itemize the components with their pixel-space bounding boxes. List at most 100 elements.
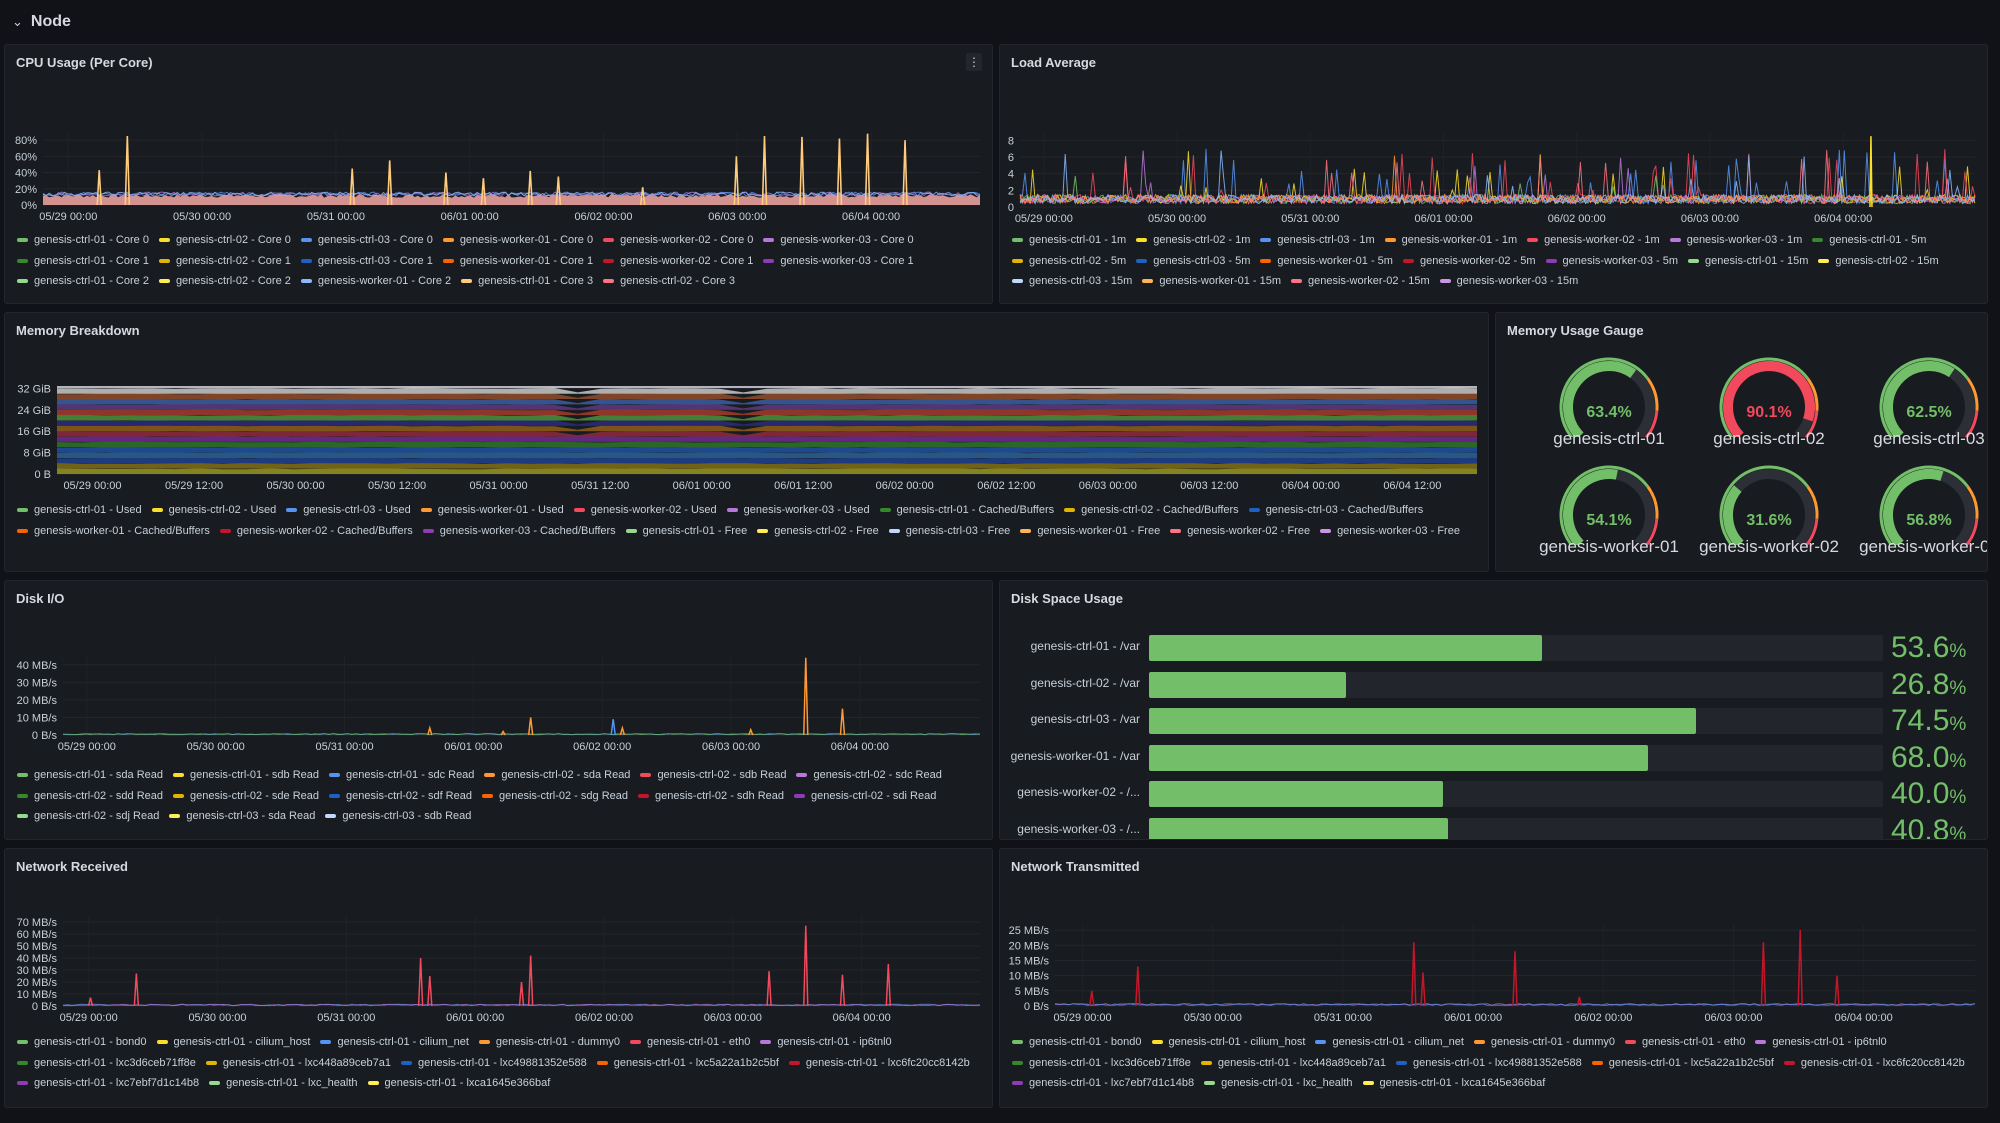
legend-item[interactable]: genesis-ctrl-01 - ip6tnl0 bbox=[760, 1032, 892, 1053]
legend-item[interactable]: genesis-ctrl-01 - 5m bbox=[1812, 230, 1926, 251]
legend-item[interactable]: genesis-worker-01 - Cached/Buffers bbox=[17, 521, 210, 542]
legend-item[interactable]: genesis-ctrl-03 - 5m bbox=[1136, 251, 1250, 272]
legend-item[interactable]: genesis-ctrl-02 - sdf Read bbox=[329, 786, 472, 807]
cpu-chart[interactable]: 80% 60% 40% 20% 0%05/29 00:00 05/30 00:00 05/3… bbox=[5, 95, 993, 225]
legend-item[interactable]: genesis-ctrl-01 - dummy0 bbox=[478, 1032, 620, 1053]
legend-item[interactable]: genesis-ctrl-01 - 1m bbox=[1012, 230, 1126, 251]
legend-item[interactable]: genesis-worker-02 - Used bbox=[573, 500, 717, 521]
legend-item[interactable]: genesis-ctrl-01 - Core 3 bbox=[461, 271, 593, 292]
legend-item[interactable]: genesis-ctrl-02 - 15m bbox=[1818, 251, 1939, 272]
legend-item[interactable]: genesis-worker-03 - Free bbox=[1320, 521, 1460, 542]
legend-item[interactable]: genesis-ctrl-02 - sdb Read bbox=[640, 765, 786, 786]
legend-item[interactable]: genesis-ctrl-02 - sdg Read bbox=[481, 786, 628, 807]
legend-item[interactable]: genesis-ctrl-02 - Core 3 bbox=[603, 271, 735, 292]
legend-item[interactable]: genesis-ctrl-03 - sda Read bbox=[169, 806, 315, 827]
legend-item[interactable]: genesis-ctrl-02 - Core 1 bbox=[158, 251, 291, 272]
legend-item[interactable]: genesis-worker-02 - 15m bbox=[1290, 271, 1430, 292]
legend-item[interactable]: genesis-ctrl-03 - sdb Read bbox=[325, 806, 471, 827]
legend-item[interactable]: genesis-ctrl-01 - cilium_net bbox=[320, 1032, 469, 1053]
legend-item[interactable]: genesis-ctrl-01 - eth0 bbox=[629, 1032, 750, 1053]
legend-item[interactable]: genesis-ctrl-01 - 15m bbox=[1688, 251, 1808, 272]
legend-item[interactable]: genesis-worker-01 - 1m bbox=[1384, 230, 1517, 251]
legend-item[interactable]: genesis-ctrl-02 - sdi Read bbox=[794, 786, 936, 807]
legend-item[interactable]: genesis-ctrl-02 - Core 2 bbox=[158, 271, 291, 292]
legend-item[interactable]: genesis-ctrl-02 - 5m bbox=[1012, 251, 1126, 272]
legend-item[interactable]: genesis-ctrl-03 - Core 0 bbox=[300, 230, 433, 251]
legend-item[interactable]: genesis-ctrl-03 - Cached/Buffers bbox=[1248, 500, 1423, 521]
legend-item[interactable]: genesis-worker-02 - 5m bbox=[1402, 251, 1536, 272]
network-transmitted-chart[interactable]: 25 MB/s 20 MB/s 15 MB/s 10 MB/s 5 MB/s 0 B/s 0… bbox=[1000, 894, 1988, 1034]
legend-item[interactable]: genesis-ctrl-01 - lxc7ebf7d1c14b8 bbox=[1012, 1073, 1194, 1094]
disk-io-chart[interactable]: 40 MB/s 30 MB/s 20 MB/s 10 MB/s 0 B/s05/29 0… bbox=[5, 626, 993, 766]
legend-item[interactable]: genesis-worker-02 - Core 0 bbox=[603, 230, 753, 251]
load-chart[interactable]: 8 6 4 2 005/29 00:00 05/30 00:00 05/31 00:00 06… bbox=[1000, 95, 1988, 225]
legend-item[interactable]: genesis-worker-02 - 1m bbox=[1527, 230, 1660, 251]
legend-item[interactable]: genesis-ctrl-01 - lxc5a22a1b2c5bf bbox=[596, 1053, 779, 1074]
legend-item[interactable]: genesis-ctrl-02 - Cached/Buffers bbox=[1064, 500, 1239, 521]
legend-item[interactable]: genesis-ctrl-01 - sdc Read bbox=[329, 765, 474, 786]
legend-item[interactable]: genesis-ctrl-02 - Core 0 bbox=[158, 230, 291, 251]
legend-item[interactable]: genesis-ctrl-01 - lxc3d6ceb71ff8e bbox=[17, 1053, 196, 1074]
legend-item[interactable]: genesis-ctrl-02 - sdh Read bbox=[638, 786, 784, 807]
legend-item[interactable]: genesis-ctrl-01 - lxc5a22a1b2c5bf bbox=[1591, 1053, 1774, 1074]
legend-item[interactable]: genesis-ctrl-01 - lxca1645e366baf bbox=[367, 1073, 550, 1094]
legend-item[interactable]: genesis-ctrl-01 - Used bbox=[17, 500, 142, 521]
legend-item[interactable]: genesis-ctrl-02 - sdd Read bbox=[17, 786, 163, 807]
legend-item[interactable]: genesis-worker-02 - Free bbox=[1170, 521, 1310, 542]
legend-item[interactable]: genesis-worker-03 - Cached/Buffers bbox=[422, 521, 616, 542]
legend-item[interactable]: genesis-ctrl-03 - Free bbox=[888, 521, 1010, 542]
legend-item[interactable]: genesis-ctrl-03 - 1m bbox=[1260, 230, 1375, 251]
legend-item[interactable]: genesis-ctrl-03 - Used bbox=[286, 500, 411, 521]
legend-item[interactable]: genesis-worker-01 - 15m bbox=[1142, 271, 1281, 292]
legend-item[interactable]: genesis-worker-01 - Core 1 bbox=[442, 251, 593, 272]
legend-item[interactable]: genesis-ctrl-03 - 15m bbox=[1012, 271, 1132, 292]
legend-item[interactable]: genesis-ctrl-02 - sdc Read bbox=[796, 765, 942, 786]
legend-item[interactable]: genesis-worker-03 - 1m bbox=[1669, 230, 1802, 251]
legend-item[interactable]: genesis-ctrl-03 - Core 1 bbox=[300, 251, 433, 272]
legend-item[interactable]: genesis-worker-01 - Core 0 bbox=[442, 230, 593, 251]
legend-item[interactable]: genesis-ctrl-01 - Core 0 bbox=[17, 230, 149, 251]
legend-item[interactable]: genesis-ctrl-01 - lxc49881352e588 bbox=[1396, 1053, 1582, 1074]
legend-item[interactable]: genesis-worker-01 - 5m bbox=[1260, 251, 1393, 272]
legend-item[interactable]: genesis-ctrl-01 - bond0 bbox=[17, 1032, 147, 1053]
legend-item[interactable]: genesis-ctrl-02 - sdj Read bbox=[17, 806, 159, 827]
legend-item[interactable]: genesis-ctrl-02 - Used bbox=[151, 500, 276, 521]
legend-item[interactable]: genesis-ctrl-01 - Core 1 bbox=[17, 251, 149, 272]
legend-item[interactable]: genesis-worker-03 - Used bbox=[726, 500, 870, 521]
row-header-node[interactable]: ⌄ Node bbox=[0, 0, 2000, 44]
memory-chart[interactable]: 32 GiB 24 GiB 16 GiB 8 GiB 0 B 05/29 00:00 05/… bbox=[5, 363, 1489, 495]
legend-item[interactable]: genesis-ctrl-01 - lxc6fc20cc8142b bbox=[788, 1053, 970, 1074]
legend-item[interactable]: genesis-ctrl-02 - 1m bbox=[1136, 230, 1250, 251]
legend-item[interactable]: genesis-ctrl-01 - lxc448a89ceb7a1 bbox=[1200, 1053, 1386, 1074]
network-received-chart[interactable]: 70 MB/s60 MB/s50 MB/s40 MB/s30 MB/s20 MB… bbox=[5, 894, 993, 1034]
legend-item[interactable]: genesis-ctrl-01 - lxc448a89ceb7a1 bbox=[205, 1053, 391, 1074]
legend-item[interactable]: genesis-worker-03 - 15m bbox=[1439, 271, 1578, 292]
legend-item[interactable]: genesis-ctrl-01 - eth0 bbox=[1624, 1032, 1745, 1053]
legend-item[interactable]: genesis-ctrl-01 - lxc6fc20cc8142b bbox=[1783, 1053, 1965, 1074]
legend-item[interactable]: genesis-worker-01 - Used bbox=[420, 500, 564, 521]
legend-item[interactable]: genesis-ctrl-01 - Cached/Buffers bbox=[879, 500, 1054, 521]
legend-item[interactable]: genesis-ctrl-02 - sda Read bbox=[484, 765, 630, 786]
legend-item[interactable]: genesis-worker-03 - Core 0 bbox=[763, 230, 914, 251]
legend-item[interactable]: genesis-worker-01 - Free bbox=[1020, 521, 1160, 542]
legend-item[interactable]: genesis-ctrl-01 - lxc7ebf7d1c14b8 bbox=[17, 1073, 199, 1094]
legend-item[interactable]: genesis-ctrl-01 - sdb Read bbox=[173, 765, 319, 786]
legend-item[interactable]: genesis-ctrl-01 - cilium_host bbox=[1151, 1032, 1305, 1053]
legend-item[interactable]: genesis-ctrl-02 - sde Read bbox=[173, 786, 319, 807]
legend-item[interactable]: genesis-worker-02 - Core 1 bbox=[603, 251, 753, 272]
chevron-down-icon[interactable]: ⌄ bbox=[12, 14, 23, 29]
legend-item[interactable]: genesis-ctrl-01 - cilium_net bbox=[1315, 1032, 1464, 1053]
legend-item[interactable]: genesis-ctrl-01 - lxc_health bbox=[1204, 1073, 1353, 1094]
legend-item[interactable]: genesis-ctrl-01 - lxc3d6ceb71ff8e bbox=[1012, 1053, 1191, 1074]
legend-item[interactable]: genesis-ctrl-01 - lxc49881352e588 bbox=[401, 1053, 587, 1074]
legend-item[interactable]: genesis-ctrl-01 - cilium_host bbox=[156, 1032, 310, 1053]
legend-item[interactable]: genesis-ctrl-01 - Free bbox=[625, 521, 747, 542]
legend-item[interactable]: genesis-ctrl-02 - Free bbox=[757, 521, 879, 542]
legend-item[interactable]: genesis-ctrl-01 - Core 2 bbox=[17, 271, 149, 292]
kebab-menu-icon[interactable]: ⋮ bbox=[966, 53, 982, 71]
legend-item[interactable]: genesis-worker-02 - Cached/Buffers bbox=[219, 521, 413, 542]
legend-item[interactable]: genesis-ctrl-01 - dummy0 bbox=[1473, 1032, 1615, 1053]
legend-item[interactable]: genesis-ctrl-01 - bond0 bbox=[1012, 1032, 1142, 1053]
legend-item[interactable]: genesis-ctrl-01 - lxc_health bbox=[209, 1073, 358, 1094]
legend-item[interactable]: genesis-worker-01 - Core 2 bbox=[300, 271, 451, 292]
